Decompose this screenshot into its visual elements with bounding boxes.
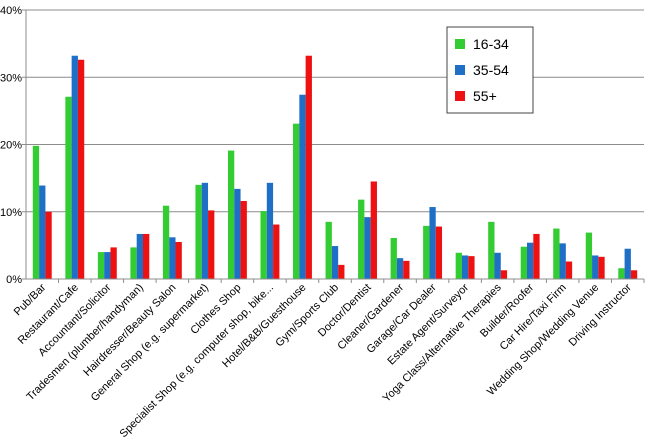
bar-16-34 [195, 184, 202, 279]
bar-55+ [468, 256, 475, 279]
bar-16-34 [227, 150, 235, 279]
bar-55+ [403, 260, 410, 279]
bar-55+ [598, 256, 605, 279]
bar-35-54 [364, 217, 371, 279]
gridlines [26, 9, 644, 213]
bar-35-54 [559, 243, 566, 279]
bar-16-34 [488, 221, 495, 279]
bar-16-34 [260, 211, 267, 279]
bar-16-34 [553, 228, 560, 279]
y-axis-tick-labels: 0% 10% 20% 30% 40% [0, 5, 22, 286]
bar-16-34 [585, 232, 593, 279]
bar-55+ [142, 233, 150, 279]
bar-16-34 [358, 199, 365, 279]
bar-35-54 [527, 242, 534, 279]
bar-35-54 [396, 258, 404, 279]
legend-label-55+: 55+ [473, 88, 497, 104]
bar-16-34 [293, 123, 300, 279]
bar-35-54 [169, 237, 176, 279]
bar-35-54 [592, 255, 599, 279]
bar-35-54 [266, 182, 274, 279]
bar-35-54 [71, 55, 78, 280]
bar-55+ [435, 226, 443, 279]
bar-35-54 [429, 207, 436, 279]
legend-swatch-16-34 [455, 39, 465, 49]
bar-55+ [175, 242, 182, 279]
bar-55+ [533, 233, 540, 279]
bar-55+ [240, 200, 247, 279]
bar-16-34 [325, 221, 332, 279]
bar-55+ [110, 247, 117, 279]
bar-16-34 [423, 225, 430, 279]
bar-35-54 [331, 246, 339, 279]
y-tick-label: 0% [6, 274, 22, 286]
bar-55+ [370, 181, 377, 279]
y-tick-label: 30% [0, 72, 22, 84]
bar-16-34 [455, 252, 462, 279]
bar-55+ [630, 270, 638, 279]
y-tick-label: 10% [0, 207, 22, 219]
bar-35-54 [39, 185, 46, 279]
bar-55+ [565, 261, 573, 279]
bar-16-34 [65, 96, 72, 279]
y-tick-label: 20% [0, 140, 22, 152]
bar-55+ [208, 210, 215, 279]
bar-55+ [500, 270, 508, 279]
bar-55+ [77, 59, 85, 279]
bar-16-34 [520, 246, 528, 279]
bar-35-54 [136, 233, 143, 279]
bar-16-34 [130, 247, 137, 279]
legend-swatch-35-54 [455, 65, 465, 75]
bar-16-34 [618, 268, 625, 279]
legend-label-35-54: 35-54 [473, 62, 509, 78]
bar-55+ [338, 264, 345, 279]
bars [32, 55, 638, 280]
bar-55+ [45, 211, 52, 279]
bar-35-54 [461, 255, 469, 279]
bar-35-54 [104, 252, 111, 279]
bar-35-54 [201, 182, 209, 279]
bar-16-34 [32, 145, 40, 279]
legend: 16-34 35-54 55+ [446, 26, 534, 114]
legend-swatch-55+ [455, 91, 465, 101]
bar-55+ [273, 224, 280, 279]
bar-35-54 [494, 252, 501, 279]
bar-16-34 [97, 252, 105, 279]
bar-16-34 [390, 237, 397, 279]
bar-35-54 [234, 188, 241, 279]
y-tick-label: 40% [0, 5, 22, 17]
bar-35-54 [299, 94, 306, 279]
legend-label-16-34: 16-34 [473, 36, 509, 52]
bar-35-54 [624, 248, 631, 279]
bar-16-34 [162, 205, 170, 279]
bar-55+ [305, 55, 312, 280]
axes [22, 9, 645, 283]
